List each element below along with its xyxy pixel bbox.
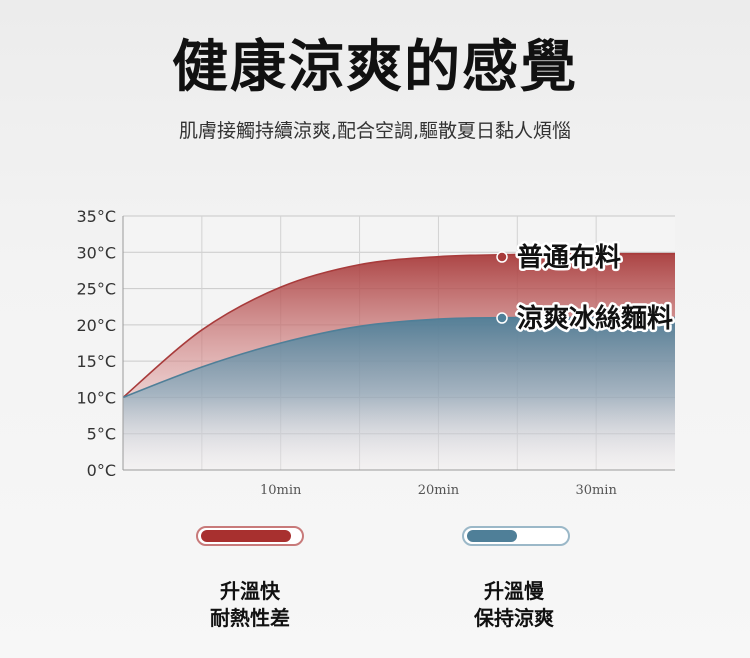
caption-regular-line2: 耐熱性差 bbox=[210, 606, 290, 630]
series-areas bbox=[122, 252, 676, 470]
caption-cool-fabric: 升溫慢 保持涼爽 bbox=[434, 578, 594, 632]
x-tick-label: 20min bbox=[418, 483, 460, 498]
y-tick-label: 25°C bbox=[76, 280, 116, 299]
temperature-chart: 0°C 5°C 10°C 15°C 20°C 25°C 30°C 35°C 10min 20min… bbox=[76, 207, 676, 498]
fast-heating-bar bbox=[196, 526, 304, 546]
y-tick-label: 5°C bbox=[87, 425, 116, 444]
legend-dot-regular bbox=[496, 251, 508, 263]
series-line-cool bbox=[122, 316, 675, 399]
x-tick-label: 30min bbox=[575, 483, 617, 498]
legend-label-cool: 涼爽冰絲麵料 bbox=[517, 303, 673, 334]
y-tick-label: 15°C bbox=[76, 352, 116, 371]
slow-heating-bar-fill bbox=[467, 530, 517, 542]
x-tick-label: 10min bbox=[260, 483, 302, 498]
y-tick-label: 0°C bbox=[87, 461, 116, 480]
legend-dot-cool bbox=[496, 312, 508, 324]
slow-heating-bar bbox=[462, 526, 570, 546]
caption-cool-line1: 升溫慢 bbox=[484, 579, 544, 603]
page-subtitle: 肌膚接觸持續涼爽,配合空調,驅散夏日黏人煩惱 bbox=[178, 120, 572, 142]
axes: 0°C 5°C 10°C 15°C 20°C 25°C 30°C 35°C 10min 20min… bbox=[76, 207, 675, 498]
y-tick-label: 30°C bbox=[76, 243, 116, 262]
fast-heating-bar-fill bbox=[201, 530, 291, 542]
y-tick-label: 35°C bbox=[76, 207, 116, 226]
series-line-regular bbox=[122, 252, 676, 399]
caption-regular-line1: 升溫快 bbox=[220, 579, 280, 603]
y-tick-label: 20°C bbox=[76, 316, 116, 335]
page-title: 健康涼爽的感覺 bbox=[172, 35, 578, 100]
y-tick-label: 10°C bbox=[76, 388, 116, 407]
series-area-cool bbox=[123, 317, 675, 470]
legend-label-regular: 普通布料 bbox=[517, 242, 621, 273]
caption-regular-fabric: 升溫快 耐熱性差 bbox=[170, 578, 330, 632]
caption-cool-line2: 保持涼爽 bbox=[474, 606, 554, 630]
